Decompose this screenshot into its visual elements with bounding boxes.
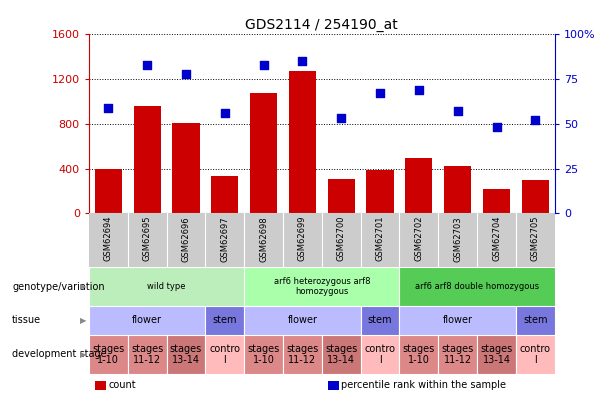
Text: stages
1-10: stages 1-10 (92, 344, 124, 365)
Bar (244, 335, 283, 374)
Bar (167, 335, 205, 374)
Bar (172, 123, 200, 213)
Text: genotype/variation: genotype/variation (12, 281, 105, 292)
Text: stages
13-14: stages 13-14 (481, 344, 512, 365)
Text: tissue: tissue (12, 315, 42, 326)
Text: arf6 arf8 double homozygous: arf6 arf8 double homozygous (415, 282, 539, 291)
Text: GSM62702: GSM62702 (414, 216, 424, 261)
Text: GSM62695: GSM62695 (143, 216, 151, 261)
Bar (89, 335, 128, 374)
Bar (89, 267, 244, 306)
Bar (244, 306, 360, 335)
Bar (516, 335, 555, 374)
Title: GDS2114 / 254190_at: GDS2114 / 254190_at (245, 18, 398, 32)
Text: stages
13-14: stages 13-14 (170, 344, 202, 365)
Bar (205, 335, 244, 374)
Bar (405, 158, 433, 213)
Bar (522, 180, 549, 213)
Text: ▶: ▶ (80, 350, 86, 359)
Point (259, 62, 268, 68)
Point (297, 58, 307, 64)
Text: stages
13-14: stages 13-14 (325, 344, 357, 365)
Bar (400, 306, 516, 335)
Bar (250, 92, 277, 213)
Text: GSM62698: GSM62698 (259, 216, 268, 262)
Bar (477, 335, 516, 374)
Text: GSM62697: GSM62697 (220, 216, 229, 262)
Bar (244, 267, 400, 306)
Bar (205, 306, 244, 335)
Text: stages
11-12: stages 11-12 (131, 344, 163, 365)
Point (337, 115, 346, 122)
Text: stem: stem (368, 315, 392, 326)
Point (492, 124, 501, 131)
Bar (211, 176, 238, 213)
Bar (360, 306, 400, 335)
Text: GSM62694: GSM62694 (104, 216, 113, 261)
Text: flower: flower (287, 315, 318, 326)
Text: GSM62696: GSM62696 (181, 216, 191, 262)
Text: flower: flower (132, 315, 162, 326)
Bar (360, 335, 400, 374)
Point (453, 108, 463, 115)
Text: count: count (109, 380, 136, 390)
Bar (367, 170, 394, 213)
Text: stem: stem (523, 315, 547, 326)
Text: stages
1-10: stages 1-10 (403, 344, 435, 365)
Bar (134, 106, 161, 213)
Bar (89, 306, 205, 335)
Text: percentile rank within the sample: percentile rank within the sample (341, 380, 506, 390)
Bar (128, 335, 167, 374)
Bar (516, 306, 555, 335)
Bar (322, 335, 360, 374)
Text: arf6 heterozygous arf8
homozygous: arf6 heterozygous arf8 homozygous (273, 277, 370, 296)
Text: GSM62705: GSM62705 (531, 216, 540, 261)
Point (414, 87, 424, 93)
Text: contro
l: contro l (365, 344, 395, 365)
Bar (483, 189, 510, 213)
Text: ▶: ▶ (80, 316, 86, 325)
Text: GSM62704: GSM62704 (492, 216, 501, 261)
Text: development stage: development stage (12, 350, 107, 360)
Bar (328, 179, 355, 213)
Point (181, 70, 191, 77)
Text: stages
11-12: stages 11-12 (441, 344, 474, 365)
Point (375, 90, 385, 97)
Text: ▶: ▶ (80, 282, 86, 291)
Bar (94, 168, 122, 213)
Bar (444, 166, 471, 213)
Bar (283, 335, 322, 374)
Point (220, 110, 230, 116)
Bar (289, 71, 316, 213)
Text: stem: stem (213, 315, 237, 326)
Text: GSM62700: GSM62700 (337, 216, 346, 261)
Text: GSM62701: GSM62701 (376, 216, 384, 261)
Point (530, 117, 540, 124)
Text: contro
l: contro l (520, 344, 551, 365)
Text: stages
11-12: stages 11-12 (286, 344, 319, 365)
Bar (400, 267, 555, 306)
Text: wild type: wild type (147, 282, 186, 291)
Bar (400, 335, 438, 374)
Text: contro
l: contro l (209, 344, 240, 365)
Point (142, 62, 152, 68)
Point (104, 104, 113, 111)
Text: GSM62699: GSM62699 (298, 216, 307, 261)
Text: stages
1-10: stages 1-10 (248, 344, 280, 365)
Bar (438, 335, 477, 374)
Text: flower: flower (443, 315, 473, 326)
Text: GSM62703: GSM62703 (453, 216, 462, 262)
